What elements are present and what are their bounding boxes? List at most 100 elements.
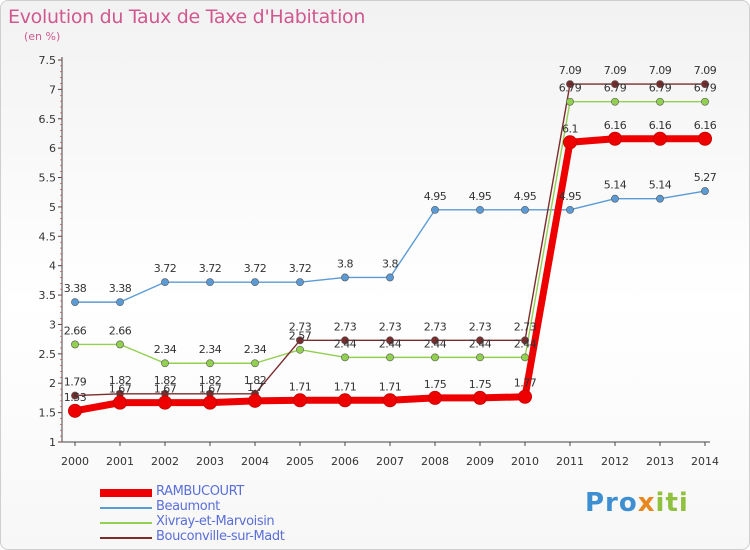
data-label: 6.1 [562,122,578,135]
series-line-1 [75,190,706,303]
series-0-point [563,135,577,150]
chart-subtitle: (en %) [24,30,61,43]
x-tick-label: 2013 [646,455,674,468]
x-tick-label: 2004 [241,455,269,468]
series-1-point [701,187,709,195]
series-3-point [386,336,394,345]
data-label: 2.34 [199,343,222,356]
logo-part-3: iti [655,488,689,518]
series-3-point [431,336,439,345]
data-label: 6.79 [559,82,582,95]
series-2-point [386,353,394,362]
data-label: 3.72 [244,262,267,275]
axes: 1 1.5 2 2.5 3 3.5 4 4.5 5 5.5 6 6.5 7 7.5 2000 2001 2002… [39,54,720,468]
data-label: 2.34 [244,343,267,356]
series-2-point [251,359,259,368]
data-label: 3.72 [154,262,177,275]
y-tick-label: 1 [49,436,56,449]
series-3-point [476,336,484,345]
data-label: 1.71 [289,380,312,393]
data-label: 5.14 [604,179,627,192]
series-2-point [656,97,664,106]
data-label: 3.38 [64,282,87,295]
legend-swatch [100,537,152,539]
series-1-point [341,273,349,282]
series-0-point [473,390,487,405]
legend-label: RAMBUCOURT [156,484,244,499]
y-tick-label: 5.5 [39,172,57,185]
series-1-point [521,205,529,214]
series-2-point [341,353,349,362]
series-3-point [296,336,304,345]
series-2-point [431,353,439,362]
data-label: 6.79 [604,82,627,95]
data-label: 1.75 [424,378,447,391]
data-label: 3.8 [382,257,398,270]
series-3-point [341,336,349,345]
data-label: 1.77 [514,377,537,390]
series-2-point [161,359,169,368]
data-label: 1.67 [154,383,177,396]
x-tick-label: 2003 [196,455,224,468]
data-label: 2.44 [469,337,492,350]
data-label: 1.82 [154,374,177,387]
data-label: 1.82 [244,374,267,387]
data-label: 2.66 [109,324,132,337]
series-2-point [521,353,529,362]
y-tick-label: 1.5 [39,407,57,420]
data-label: 4.95 [514,190,537,203]
data-label: 2.73 [289,320,312,333]
series-0-point [158,395,172,410]
data-label: 2.73 [514,320,537,333]
data-label: 2.44 [424,337,447,350]
series-1-point [161,278,169,287]
series-3-point [656,80,664,88]
series-1-point [656,194,664,203]
series-2-point [611,97,619,106]
data-label: 6.16 [604,119,627,132]
x-tick-label: 2002 [151,455,179,468]
series-1-point [251,278,259,287]
series-1-point [206,278,214,287]
data-label: 3.72 [199,262,222,275]
data-label: 1.71 [334,380,357,393]
series-1-point [611,194,619,203]
series-2-point [476,353,484,362]
data-label: 6.79 [694,82,717,95]
data-label: 1.67 [199,383,222,396]
series-0-point [293,393,307,408]
legend-swatch [100,522,152,524]
data-label: 6.16 [694,119,717,132]
x-tick-label: 2005 [286,455,314,468]
legend-swatch [100,489,152,497]
data-label: 1.75 [469,378,492,391]
series-0-point [248,393,262,408]
series-0-point [383,393,397,408]
x-tick-label: 2010 [511,455,539,468]
data-label: 1.82 [109,374,132,387]
data-label: 1.71 [379,380,402,393]
series-0-point [113,395,127,410]
chart-title: Evolution du Taux de Taxe d'Habitation [8,6,366,28]
y-tick-label: 7.5 [39,54,57,67]
series-0-point [68,403,82,418]
x-tick-label: 2001 [106,455,134,468]
proxiti-logo: Proxiti [585,488,689,518]
y-tick-label: 2.5 [39,348,57,361]
series-0-point [608,131,622,146]
series-0-point [698,131,712,146]
data-label: 7.09 [559,64,582,77]
data-label: 1.79 [64,376,87,389]
series-1-point [566,205,574,214]
x-tick-label: 2000 [61,455,89,468]
legend-swatch [100,507,152,509]
data-label: 2.44 [334,337,357,350]
data-label: 3.72 [289,262,312,275]
data-label: 7.09 [649,64,672,77]
x-tick-label: 2009 [466,455,494,468]
data-label: 1.7 [247,381,263,394]
x-tick-label: 2008 [421,455,449,468]
data-label: 2.73 [379,320,402,333]
data-label: 4.95 [469,190,492,203]
